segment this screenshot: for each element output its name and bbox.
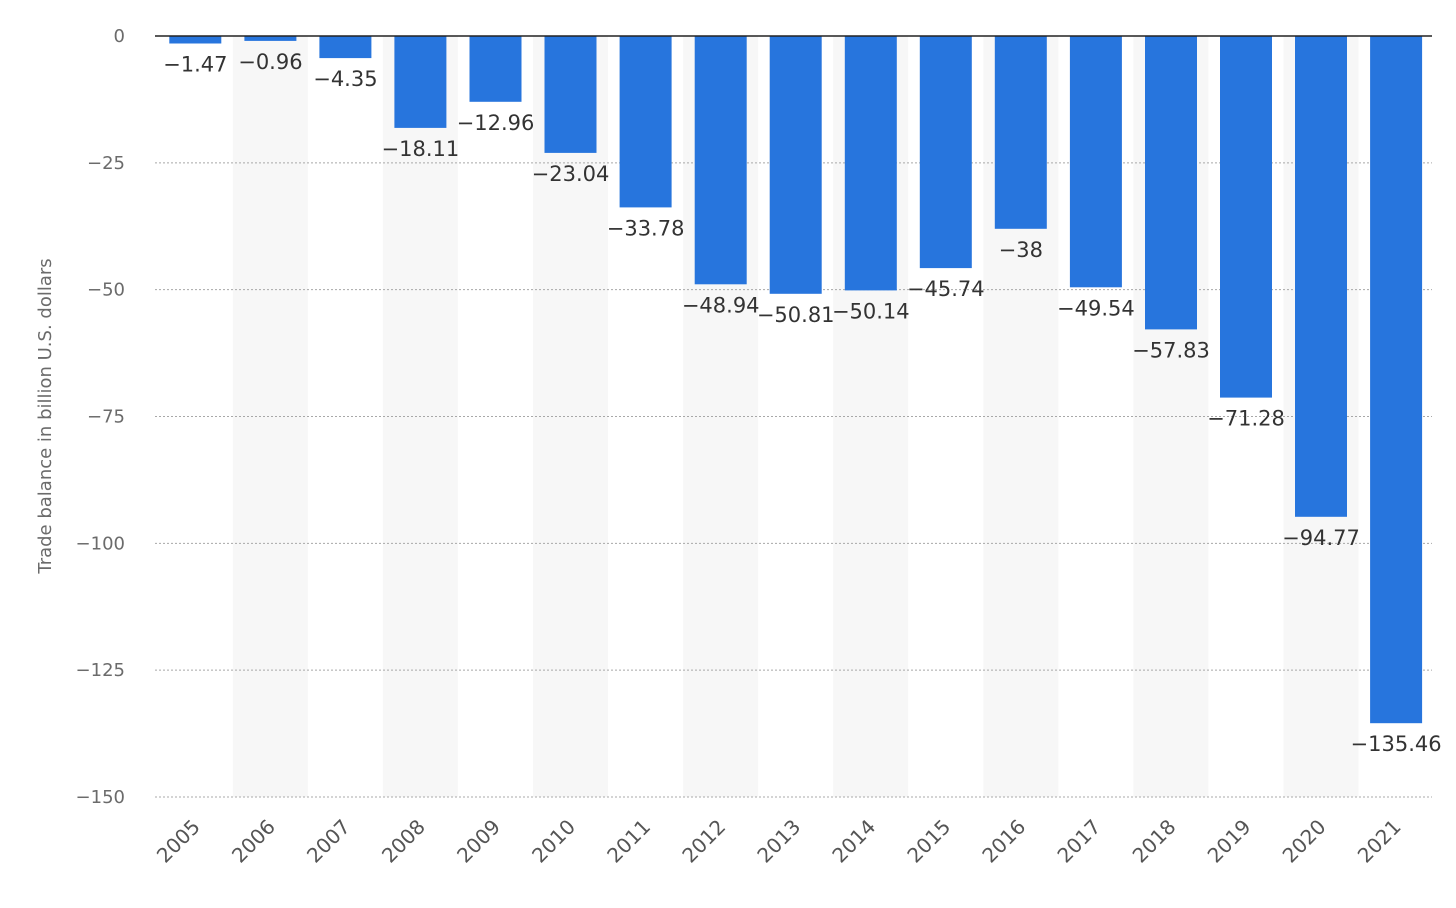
data-label-2017: −49.54 xyxy=(1057,296,1135,320)
y-tick-label: 0 xyxy=(114,26,125,47)
bar-2011 xyxy=(619,36,672,208)
bar-2009 xyxy=(469,36,522,102)
y-tick-label: −50 xyxy=(87,280,125,301)
y-tick-label: −75 xyxy=(87,407,125,428)
data-label-2006: −0.96 xyxy=(238,50,302,74)
y-tick-label: −150 xyxy=(76,787,125,808)
bar-2013 xyxy=(769,36,822,294)
y-axis-label: Trade balance in billion U.S. dollars xyxy=(35,258,56,574)
x-tick-label-2012: 2012 xyxy=(677,815,730,868)
x-tick-label-2007: 2007 xyxy=(302,815,355,868)
x-tick-label-2008: 2008 xyxy=(377,815,430,868)
x-tick-label-2021: 2021 xyxy=(1353,815,1406,868)
data-label-2012: −48.94 xyxy=(682,293,760,317)
x-tick-label-2010: 2010 xyxy=(527,815,580,868)
data-label-2005: −1.47 xyxy=(163,53,227,77)
x-tick-label-2016: 2016 xyxy=(977,815,1030,868)
y-tick-label: −25 xyxy=(87,153,125,174)
x-tick-label-2009: 2009 xyxy=(452,815,505,868)
bars xyxy=(169,36,1423,724)
data-label-2011: −33.78 xyxy=(607,216,685,240)
gridlines xyxy=(155,162,1432,798)
bar-2015 xyxy=(919,36,972,269)
data-label-2010: −23.04 xyxy=(532,162,610,186)
data-label-2008: −18.11 xyxy=(382,137,460,161)
bar-2008 xyxy=(394,36,447,128)
bar-2010 xyxy=(544,36,597,153)
bar-2007 xyxy=(319,36,372,59)
y-tick-label: −125 xyxy=(76,660,125,681)
data-label-2021: −135.46 xyxy=(1351,732,1442,756)
x-tick-label-2006: 2006 xyxy=(227,815,280,868)
data-label-2019: −71.28 xyxy=(1207,407,1285,431)
x-tick-label-2018: 2018 xyxy=(1128,815,1181,868)
x-tick-label-2015: 2015 xyxy=(902,815,955,868)
y-axis-ticks: 0 −25 −50 −75 −100 −125 −150 xyxy=(76,26,125,808)
bar-2020 xyxy=(1295,36,1347,517)
x-tick-label-2013: 2013 xyxy=(752,815,805,868)
x-tick-label-2005: 2005 xyxy=(152,815,205,868)
data-labels: −1.47 −0.96 −4.35 −18.11−12.96 −23.04 −33.78 −… xyxy=(163,50,1442,756)
x-tick-label-2011: 2011 xyxy=(602,815,655,868)
data-label-2015: −45.74 xyxy=(907,277,985,301)
bar-2021 xyxy=(1370,36,1423,724)
data-label-2018: −57.83 xyxy=(1132,338,1210,362)
bar-2016 xyxy=(994,36,1047,229)
bar-2018 xyxy=(1145,36,1197,330)
bar-2005 xyxy=(169,36,222,44)
bar-2006 xyxy=(244,36,297,41)
bar-2017 xyxy=(1069,36,1122,288)
y-tick-label: −100 xyxy=(76,533,125,554)
data-label-2007: −4.35 xyxy=(313,67,377,91)
x-tick-label-2014: 2014 xyxy=(827,815,880,868)
bar-2019 xyxy=(1220,36,1272,398)
data-label-2009: −12.96 xyxy=(457,111,535,135)
data-label-2014: −50.14 xyxy=(832,299,910,323)
x-axis-ticks: 2005 2006 2007 2008 2009 2010 2011 2012 2013 2014… xyxy=(152,815,1406,868)
x-tick-label-2019: 2019 xyxy=(1203,815,1256,868)
x-tick-label-2017: 2017 xyxy=(1052,815,1105,868)
x-tick-label-2020: 2020 xyxy=(1278,815,1331,868)
data-label-2020: −94.77 xyxy=(1282,526,1360,550)
data-label-2013: −50.81 xyxy=(757,303,835,327)
bar-2014 xyxy=(844,36,897,291)
data-label-2016: −38 xyxy=(999,238,1043,262)
bar-2012 xyxy=(694,36,747,285)
